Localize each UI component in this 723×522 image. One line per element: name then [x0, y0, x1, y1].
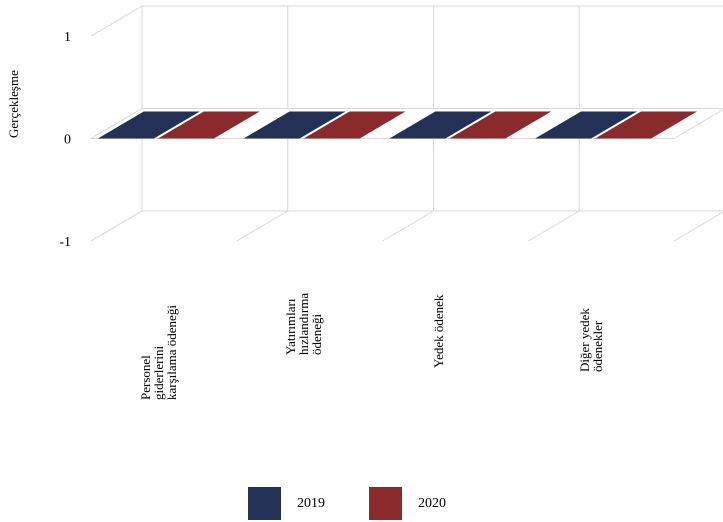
bar-2019-0: [97, 111, 200, 139]
legend-swatch-2020: [369, 487, 402, 520]
y-axis-label: Gerçekleşme: [6, 70, 21, 138]
floor-divider-1: [236, 210, 289, 242]
floor-divider-4: [673, 211, 723, 242]
bar-2020-2: [449, 111, 552, 139]
y-tick-label-1: 0: [64, 133, 71, 148]
x-tick-label-3: Diğer yedek ödenekler: [577, 308, 605, 372]
x-tick-label-1: Yatırımları hızlandırma ödeneği: [283, 292, 324, 355]
legend-label-2019: 2019: [297, 495, 325, 511]
gridline-side-0: [90, 5, 143, 37]
bar-2019-1: [243, 111, 346, 139]
floor-divider-2: [382, 210, 434, 242]
bar-2020-3: [595, 111, 698, 139]
bar-2019-2: [389, 111, 492, 139]
legend-label-2020: 2020: [418, 495, 446, 511]
y-tick-label-2: -1: [59, 235, 71, 250]
bar-2019-3: [535, 111, 638, 139]
bars: [89, 108, 723, 139]
legend-item-2019: 2019: [248, 487, 325, 520]
y-tick-label-0: 1: [64, 30, 71, 45]
bar-2020-0: [157, 111, 260, 139]
x-tick-label-2: Yedek ödenek: [431, 294, 446, 368]
floor-divider-3: [527, 210, 580, 242]
legend-swatch-2019: [248, 487, 281, 520]
x-tick-label-0: Personel giderlerini karşılama ödeneği: [138, 305, 179, 400]
legend: 2019 2020: [248, 487, 490, 520]
y-axis-ticks: 1 0 -1: [59, 30, 71, 250]
bar-2020-1: [303, 111, 406, 139]
legend-item-2020: 2020: [369, 487, 446, 520]
floor-divider-0: [90, 210, 143, 242]
